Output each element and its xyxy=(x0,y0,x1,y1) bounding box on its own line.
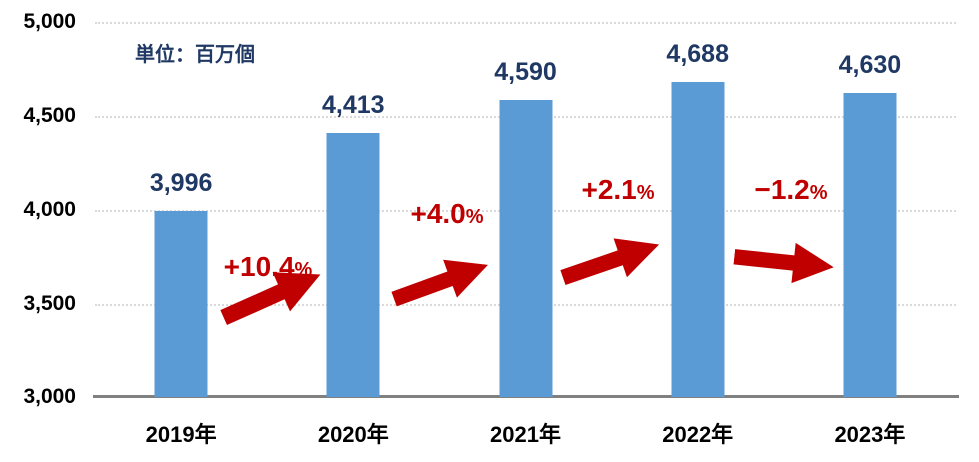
percent-sign: % xyxy=(465,206,484,228)
bar-value-label: 4,688 xyxy=(666,40,729,68)
bar-value-label: 3,996 xyxy=(149,169,213,197)
x-tick-label: 2019年 xyxy=(145,422,217,447)
bar-group-2020: 4,413 xyxy=(267,22,439,397)
yoy-change-label: +2.1% xyxy=(581,174,654,206)
y-tick-label: 3,500 xyxy=(23,292,76,315)
percent-sign: % xyxy=(809,182,828,204)
trend-arrow-up-icon xyxy=(214,253,330,339)
trend-arrow-up-icon xyxy=(386,244,495,320)
bar-group-2023: 4,630 xyxy=(784,22,956,397)
y-tick-label: 3,000 xyxy=(23,385,76,408)
plot-area: 3,996 4,413 4,590 4,688 4,630 xyxy=(95,22,956,397)
bar-value-label: 4,413 xyxy=(322,91,385,119)
y-tick-label: 4,000 xyxy=(23,198,76,221)
bar-2022 xyxy=(671,82,725,397)
bar-group-2021: 4,590 xyxy=(439,22,611,397)
x-tick-label: 2021年 xyxy=(490,422,561,447)
yoy-change-value: −1.2 xyxy=(754,174,810,205)
percent-sign: % xyxy=(636,182,655,204)
y-tick-label: 4,500 xyxy=(23,104,76,127)
x-axis-labels: 2019年 2020年 2021年 2022年 2023年 xyxy=(95,417,956,449)
bar-2020 xyxy=(326,133,380,397)
yoy-change-value: +4.0 xyxy=(410,198,466,229)
x-tick-label: 2023年 xyxy=(834,422,906,447)
y-tick-label: 5,000 xyxy=(23,10,76,33)
bar-value-label: 4,590 xyxy=(494,58,557,86)
x-tick-label: 2022年 xyxy=(662,422,734,447)
bar-2019 xyxy=(154,211,208,397)
gridline-5000 xyxy=(95,22,956,24)
bar-group-2022: 4,688 xyxy=(612,22,784,397)
bar-2021 xyxy=(499,100,552,397)
unit-label: 単位：百万個 xyxy=(135,44,255,66)
bar-group-2019: 3,996 xyxy=(95,22,267,397)
x-tick-label: 2020年 xyxy=(317,422,389,447)
yoy-change-label: −1.2% xyxy=(754,174,827,206)
trend-arrow-up-icon xyxy=(555,223,666,299)
yoy-change-value: +2.1 xyxy=(581,174,637,205)
bar-value-label: 4,630 xyxy=(838,51,902,79)
yoy-change-label: +4.0% xyxy=(410,198,483,230)
bar-2023 xyxy=(843,93,897,397)
trend-arrow-down-icon xyxy=(732,234,836,289)
